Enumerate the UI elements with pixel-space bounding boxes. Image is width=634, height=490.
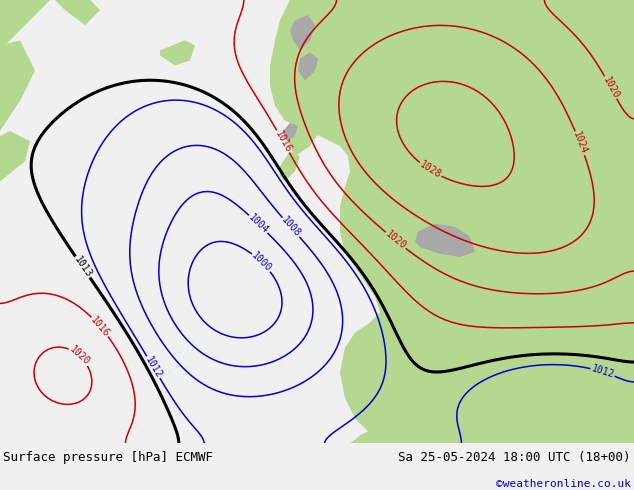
Polygon shape (280, 151, 300, 181)
Polygon shape (55, 0, 100, 25)
Polygon shape (0, 0, 50, 50)
Text: 1008: 1008 (280, 215, 302, 240)
Polygon shape (283, 123, 298, 141)
Text: 1012: 1012 (143, 354, 164, 380)
Text: 1012: 1012 (590, 364, 616, 380)
Polygon shape (290, 15, 315, 50)
Text: 1020: 1020 (67, 344, 91, 368)
Text: 1020: 1020 (600, 74, 621, 100)
Polygon shape (350, 363, 634, 443)
Text: Sa 25-05-2024 18:00 UTC (18+00): Sa 25-05-2024 18:00 UTC (18+00) (398, 451, 631, 464)
Polygon shape (0, 40, 35, 131)
Text: 1020: 1020 (384, 229, 408, 252)
Text: 1016: 1016 (273, 129, 293, 154)
Polygon shape (270, 0, 350, 126)
Polygon shape (292, 0, 634, 443)
Polygon shape (0, 131, 30, 181)
Text: 1024: 1024 (571, 130, 589, 156)
Polygon shape (415, 224, 475, 257)
Text: 1004: 1004 (247, 212, 270, 236)
Text: Surface pressure [hPa] ECMWF: Surface pressure [hPa] ECMWF (3, 451, 213, 464)
Text: 1013: 1013 (72, 254, 93, 279)
Text: 1000: 1000 (250, 250, 273, 274)
Polygon shape (298, 52, 318, 81)
Text: ©weatheronline.co.uk: ©weatheronline.co.uk (496, 479, 631, 490)
Polygon shape (160, 40, 195, 66)
Polygon shape (285, 111, 320, 156)
Text: 1028: 1028 (418, 160, 443, 180)
Text: 1016: 1016 (89, 315, 112, 339)
